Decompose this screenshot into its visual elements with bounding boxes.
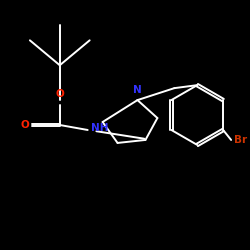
- Text: NH: NH: [91, 123, 108, 133]
- Text: N: N: [133, 84, 142, 94]
- Text: O: O: [56, 89, 64, 99]
- Text: Br: Br: [234, 135, 247, 145]
- Text: O: O: [21, 120, 30, 130]
